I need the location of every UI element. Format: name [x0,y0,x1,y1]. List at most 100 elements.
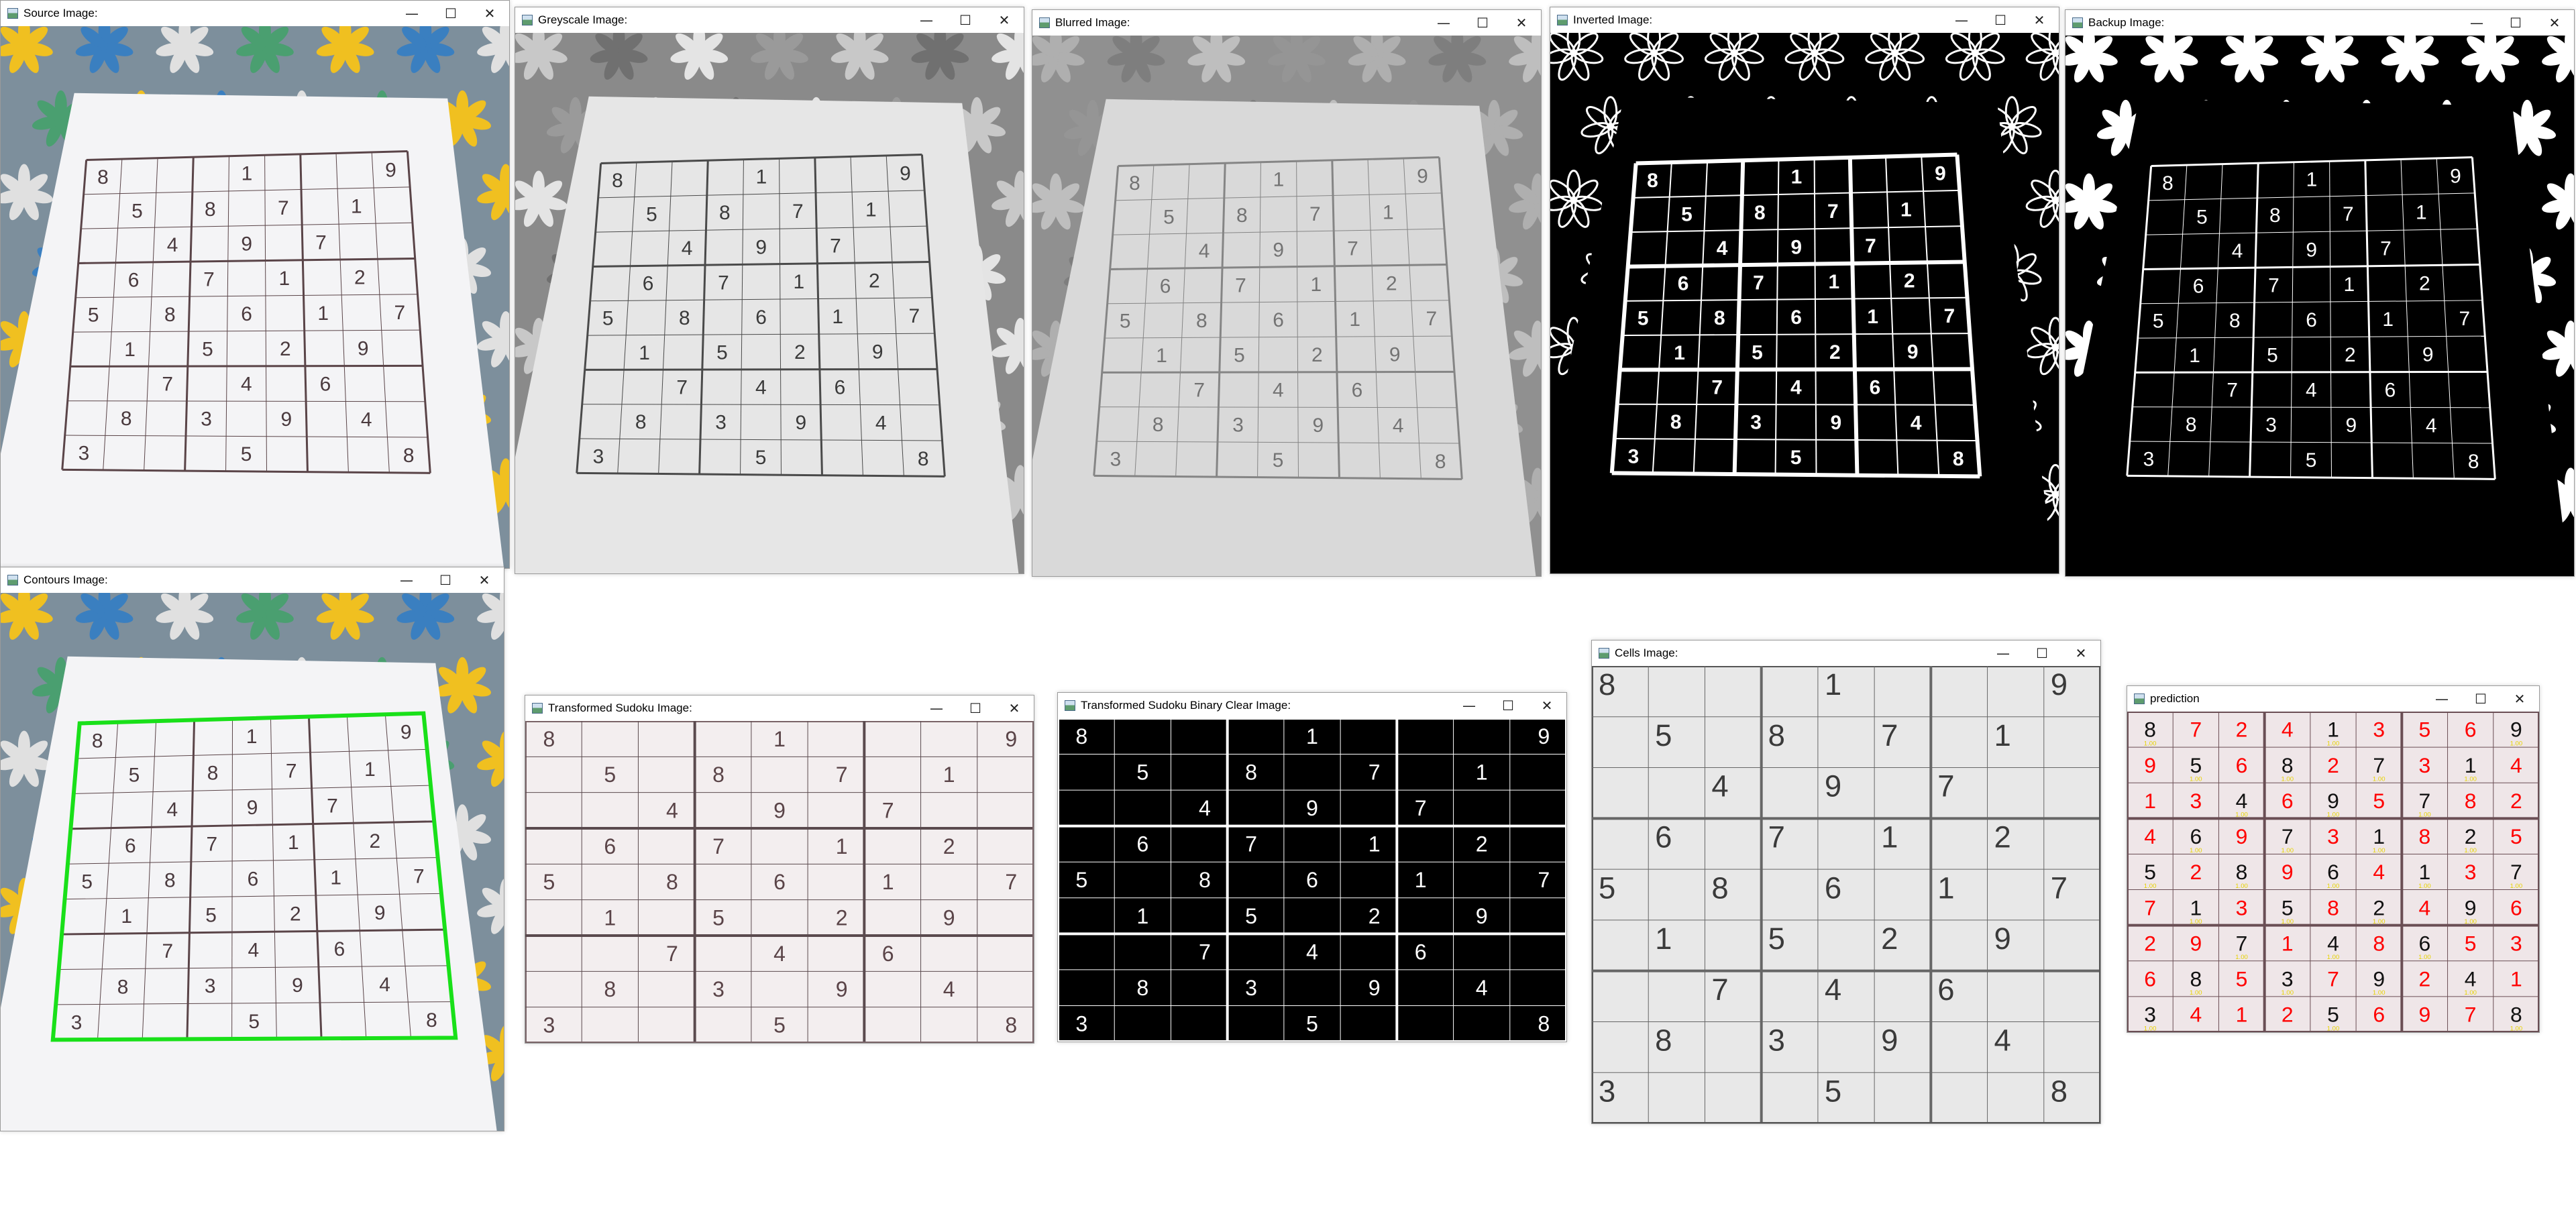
sudoku-digit: 6 [2193,276,2204,298]
predicted-digit: 6 [2465,718,2477,742]
title-bar[interactable]: Contours Image: — ☐ ✕ [1,567,504,593]
maximize-icon[interactable]: ☐ [2023,640,2061,666]
sudoku-digit: 4 [1790,377,1802,399]
sudoku-digit: 3 [1110,448,1122,470]
predicted-digit: 2 [2419,967,2431,991]
predicted-digit: 8 [2327,895,2339,919]
maximize-icon[interactable]: ☐ [1981,7,2020,33]
title-bar[interactable]: Cells Image: — ☐ ✕ [1592,640,2100,666]
sudoku-digit: 3 [1628,445,1640,467]
predicted-digit: 2 [2190,860,2202,884]
minimize-icon[interactable]: — [392,1,431,26]
minimize-icon[interactable]: — [1450,693,1489,718]
sudoku-digit: 9 [292,974,303,997]
sudoku-digit: 6 [882,942,894,966]
maximize-icon[interactable]: ☐ [2496,10,2535,36]
sudoku-digit: 5 [602,308,614,330]
minimize-icon[interactable]: — [2422,686,2461,712]
sudoku-digit: 7 [1827,201,1839,223]
maximize-icon[interactable]: ☐ [431,1,470,26]
maximize-icon[interactable]: ☐ [2461,686,2500,712]
predicted-digit: 9 [2190,931,2202,955]
minimize-icon[interactable]: — [1942,7,1981,33]
title-bar[interactable]: Source Image: — ☐ ✕ [1,1,509,26]
given-digit: 4 [2236,789,2248,813]
sudoku-digit: 6 [835,377,846,399]
close-icon[interactable]: ✕ [1527,693,1566,718]
sudoku-digit: 9 [1313,414,1324,437]
sudoku-digit: 6 [241,303,252,325]
predicted-digit: 3 [2465,860,2477,884]
title-bar[interactable]: Backup Image: — ☐ ✕ [2065,10,2574,36]
close-icon[interactable]: ✕ [2535,10,2574,36]
maximize-icon[interactable]: ☐ [1489,693,1527,718]
predicted-digit: 5 [2373,789,2385,813]
given-digit: 1 [2190,895,2202,919]
sudoku-digit: 8 [635,411,647,433]
predicted-digit: 6 [2510,895,2522,919]
sudoku-digit: 9 [241,233,252,255]
opencv-window-icon [2072,17,2083,28]
sudoku-digit: 4 [167,234,178,256]
sudoku-digit: 7 [718,272,729,294]
maximize-icon[interactable]: ☐ [426,567,465,593]
predicted-digit: 6 [2144,967,2156,991]
confidence-label: 1.00 [2281,918,2294,926]
minimize-icon[interactable]: — [387,567,426,593]
warped-sudoku: 8 1 95 8 7 14 9 76 7 1 25 8 6 1 71 5 2 97 4 68 3 9 43 5 8 [525,721,1034,1043]
minimize-icon[interactable]: — [907,7,946,33]
cells-grid: 8 1 95 8 7 14 9 76 7 1 25 8 6 1 71 5 2 97 4 68 3 9 43 5 8 [1592,666,2100,1123]
sudoku-digit: 9 [1825,769,1841,803]
minimize-icon[interactable]: — [917,695,956,721]
sudoku-photo: 8 1 9 5 8 7 1 4 9 7 6 7 1 2 5 8 6 1 7 1 5 2 9 7 4 6 8 3 9 4 3 5 8 [1032,36,1541,576]
title-bar[interactable]: Blurred Image: — ☐ ✕ [1032,10,1541,36]
opencv-window-icon [2134,693,2145,704]
close-icon[interactable]: ✕ [465,567,504,593]
confidence-label: 1.00 [2418,883,2431,890]
cells-image-window: Cells Image: — ☐ ✕ 819587149767125861715… [1591,640,2101,1124]
paper-sheet [1,93,506,568]
title-bar[interactable]: Transformed Sudoku Image: — ☐ ✕ [525,695,1034,721]
close-icon[interactable]: ✕ [2061,640,2100,666]
close-icon[interactable]: ✕ [995,695,1034,721]
sudoku-digit: 7 [162,374,173,396]
sudoku-digit: 6 [320,374,331,396]
predicted-digit: 9 [2419,1003,2431,1027]
sudoku-digit: 5 [248,1011,260,1033]
close-icon[interactable]: ✕ [2020,7,2059,33]
sudoku-digit: 7 [327,795,338,818]
title-bar[interactable]: Inverted Image: — ☐ ✕ [1550,7,2059,33]
minimize-icon[interactable]: — [2457,10,2496,36]
close-icon[interactable]: ✕ [470,1,509,26]
close-icon[interactable]: ✕ [1502,10,1541,36]
sudoku-digit: 5 [1306,1011,1318,1036]
minimize-icon[interactable]: — [1424,10,1463,36]
sudoku-digit: 9 [1005,727,1017,751]
blurred-image-window: Blurred Image: — ☐ ✕ 8195871497671258617… [1032,9,1542,577]
sudoku-digit: 9 [1389,344,1401,366]
opencv-window-icon [1599,648,1609,659]
image-canvas: 819587149767125861715297468394358 [1592,666,2100,1123]
given-digit: 2 [2465,824,2477,848]
close-icon[interactable]: ✕ [985,7,1024,33]
minimize-icon[interactable]: — [1984,640,2023,666]
given-digit: 3 [2144,1003,2156,1027]
sudoku-digit: 7 [315,232,327,254]
title-bar[interactable]: Transformed Sudoku Binary Clear Image: —… [1058,693,1566,718]
sudoku-digit: 4 [1273,380,1284,402]
sudoku-digit: 5 [1075,868,1087,892]
sudoku-digit: 1 [1306,724,1318,748]
sudoku-digit: 7 [1415,796,1427,820]
sudoku-digit: 9 [1935,162,1946,184]
confidence-label: 1.00 [2464,918,2477,926]
maximize-icon[interactable]: ☐ [1463,10,1502,36]
contours-image-window: Contours Image: — ☐ ✕ 819587149767125861… [0,567,504,1131]
maximize-icon[interactable]: ☐ [956,695,995,721]
title-bar[interactable]: prediction — ☐ ✕ [2127,686,2539,712]
maximize-icon[interactable]: ☐ [946,7,985,33]
close-icon[interactable]: ✕ [2500,686,2539,712]
predicted-digit: 6 [2282,789,2294,813]
title-bar[interactable]: Greyscale Image: — ☐ ✕ [515,7,1024,33]
